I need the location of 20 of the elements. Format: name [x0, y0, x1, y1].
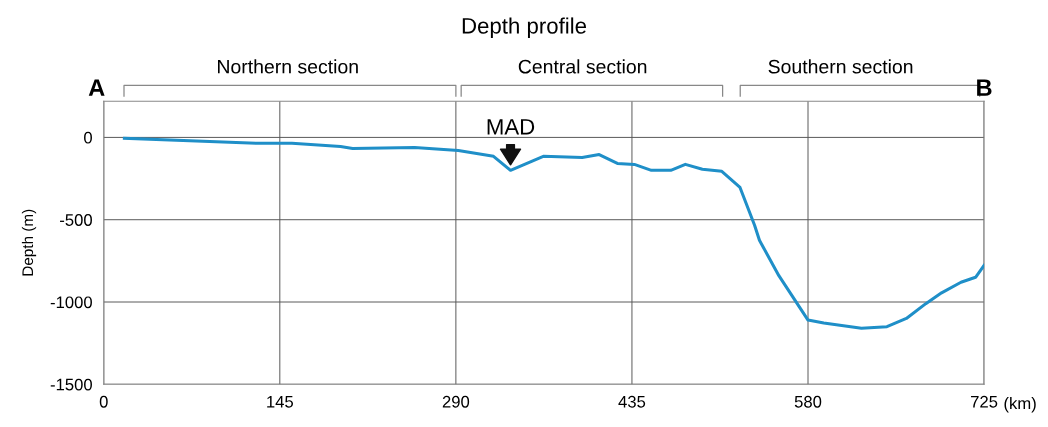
x-tick-label: 435 — [618, 395, 646, 408]
text: Southern section — [768, 59, 913, 74]
text: B — [977, 79, 992, 96]
y-tick-label: -500 — [60, 214, 92, 226]
x-tick-label: 145 — [267, 396, 294, 408]
text: Central section — [518, 59, 647, 74]
y-tick-label: -1000 — [50, 296, 92, 309]
text: A — [88, 79, 105, 96]
x-axis-title: (km) — [1004, 397, 1036, 413]
y-axis-title: Depth (m) — [21, 209, 37, 276]
line-series — [122, 136, 985, 330]
x-tick-label: 0 — [99, 395, 108, 408]
x-tick-label: 725 — [971, 395, 998, 408]
chart-title: Depth profile — [462, 17, 587, 39]
text: Northern section — [218, 59, 358, 74]
annotation: MAD — [487, 119, 535, 135]
x-tick-label: 290 — [442, 395, 470, 408]
x-tick-label: 580 — [794, 395, 822, 408]
y-tick-label: 0 — [84, 131, 92, 144]
y-tick-label: -1500 — [50, 378, 92, 391]
